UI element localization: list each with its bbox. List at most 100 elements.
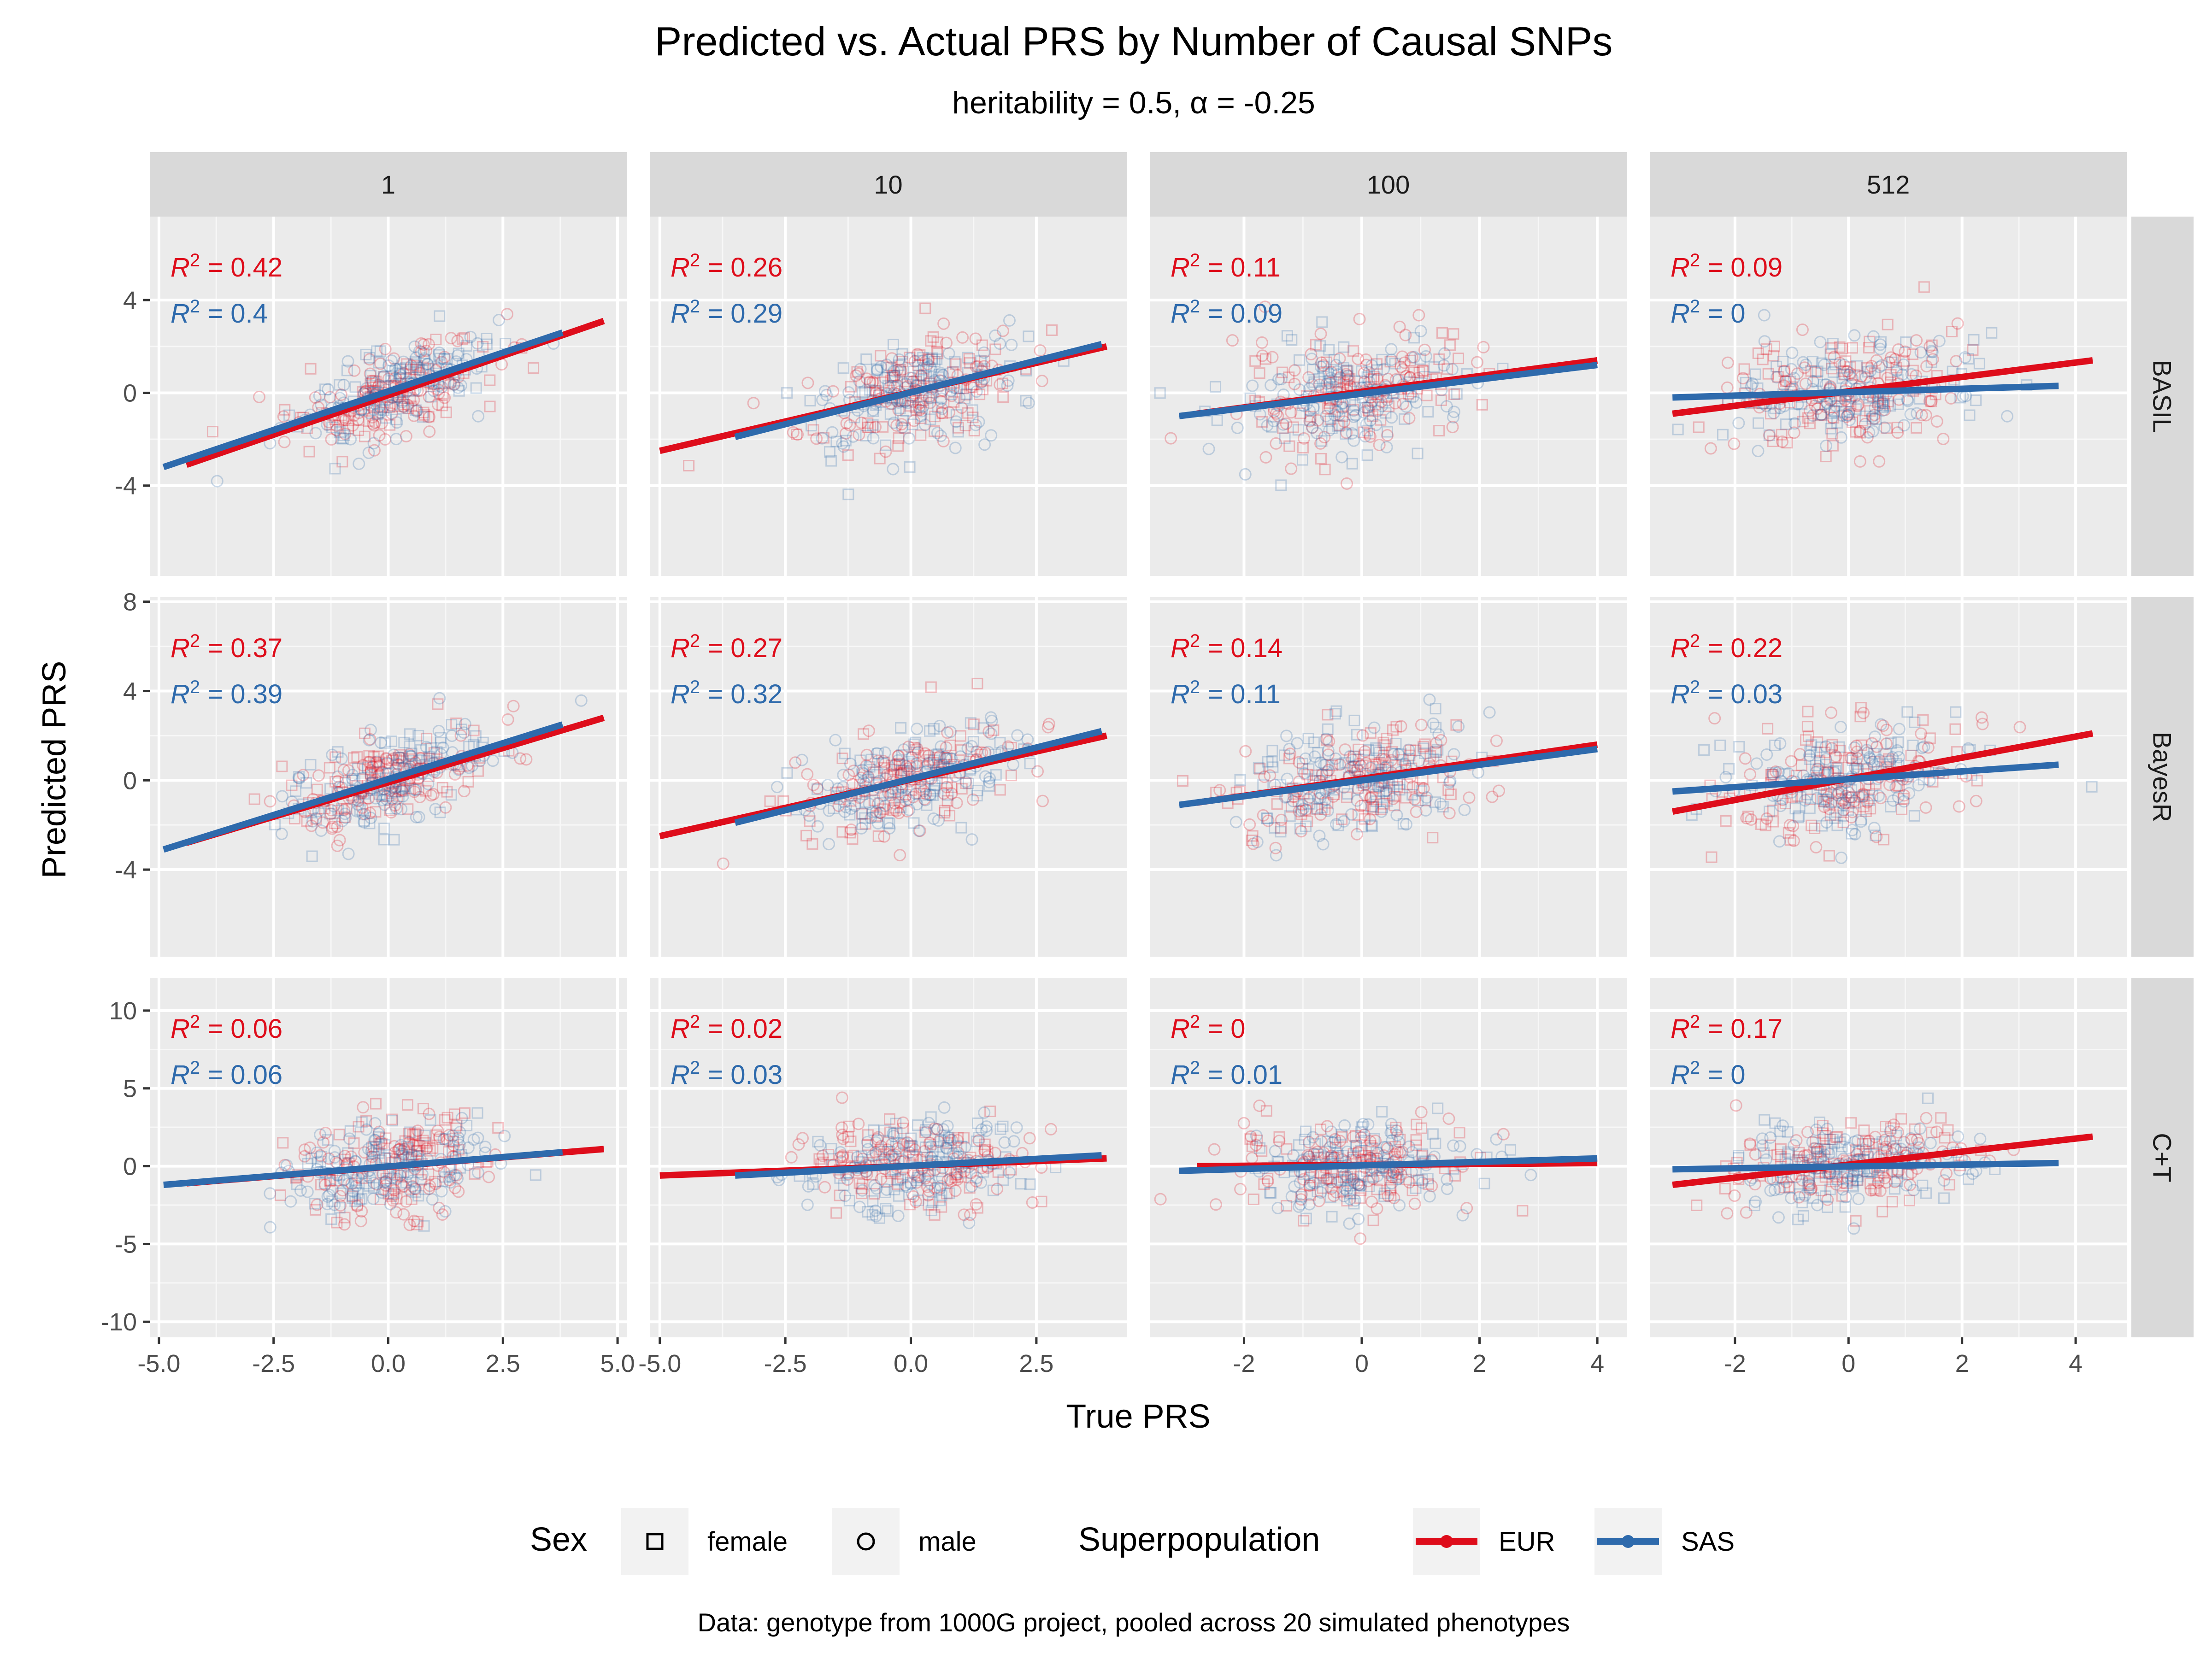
point-female — [910, 404, 922, 416]
point-female — [958, 1132, 970, 1144]
point-male — [431, 1124, 444, 1137]
point-male — [376, 794, 389, 806]
point-female — [1760, 343, 1772, 355]
point-female — [1363, 1180, 1375, 1192]
point-female — [1279, 432, 1291, 444]
point-male — [1803, 404, 1816, 417]
point-male — [317, 816, 329, 829]
point-male — [395, 783, 408, 796]
point-female — [1900, 336, 1912, 348]
point-female — [1418, 365, 1430, 377]
point-male — [883, 822, 896, 835]
point-female — [450, 718, 462, 729]
point-male — [355, 1205, 368, 1218]
point-female — [886, 759, 898, 771]
point-male — [498, 1130, 511, 1142]
point-female — [1827, 338, 1839, 350]
point-female — [888, 802, 900, 814]
point-female — [1749, 368, 1761, 380]
point-female — [807, 424, 819, 436]
point-female — [854, 754, 866, 766]
point-male — [363, 756, 376, 769]
point-female — [921, 799, 933, 811]
point-female — [896, 749, 908, 761]
point-female — [1397, 754, 1409, 766]
point-male — [406, 1174, 419, 1187]
point-male — [940, 751, 953, 764]
point-male — [1976, 718, 1989, 730]
point-male — [994, 378, 1006, 391]
point-male — [275, 827, 288, 840]
point-female — [429, 1176, 441, 1188]
point-male — [1308, 750, 1321, 763]
point-female — [1324, 375, 1335, 387]
point-female — [1336, 813, 1348, 825]
point-male — [1869, 1130, 1882, 1143]
point-female — [1322, 1135, 1334, 1147]
point-female — [1843, 797, 1855, 809]
point-male — [364, 1171, 377, 1184]
point-male — [395, 803, 408, 816]
point-female — [387, 1115, 399, 1127]
point-female — [1907, 365, 1919, 377]
point-female — [1430, 746, 1442, 758]
point-female — [1801, 721, 1813, 733]
point-female — [1338, 377, 1350, 389]
point-female — [919, 1126, 931, 1138]
point-female — [818, 432, 830, 444]
point-male — [1364, 1135, 1377, 1148]
point-female — [968, 425, 980, 437]
point-female — [1838, 368, 1850, 380]
point-female — [434, 806, 446, 818]
facet-strip-row-label: C+T — [2148, 1133, 2177, 1182]
point-male — [1913, 1122, 1926, 1135]
point-female — [1850, 426, 1862, 438]
point-male — [1869, 730, 1882, 743]
point-male — [933, 719, 946, 732]
point-male — [394, 1139, 407, 1152]
point-female — [1307, 364, 1319, 376]
point-female — [928, 754, 940, 766]
point-male — [870, 1210, 882, 1223]
r2-annotation-sas: R2 = 0.11 — [1171, 677, 1281, 709]
point-female — [1322, 709, 1334, 721]
point-male — [1312, 1194, 1325, 1207]
point-male — [384, 1198, 397, 1211]
point-female — [871, 363, 882, 375]
point-female — [1826, 739, 1838, 751]
point-female — [894, 759, 906, 771]
point-male — [1231, 421, 1244, 434]
point-male — [1377, 363, 1390, 376]
point-male — [1354, 759, 1367, 772]
point-male — [932, 1135, 945, 1148]
point-female — [901, 378, 913, 390]
point-male — [1780, 1176, 1793, 1188]
point-male — [1322, 748, 1335, 761]
point-female — [1368, 1133, 1380, 1145]
point-male — [888, 381, 901, 394]
point-male — [1708, 712, 1721, 725]
point-female — [905, 1140, 917, 1152]
point-female — [1888, 1183, 1900, 1195]
point-male — [1804, 1183, 1817, 1196]
point-male — [943, 406, 956, 419]
point-male — [900, 1180, 913, 1193]
point-male — [1410, 396, 1423, 409]
point-male — [1314, 1186, 1327, 1199]
point-male — [1848, 794, 1861, 807]
point-female — [423, 1168, 435, 1180]
point-female — [1266, 745, 1278, 757]
point-female — [1829, 359, 1841, 371]
point-female — [856, 818, 868, 830]
point-female — [437, 388, 449, 400]
point-male — [961, 742, 974, 755]
point-female — [891, 1127, 903, 1139]
point-male — [1364, 812, 1377, 825]
point-female — [1755, 818, 1767, 830]
point-female — [424, 1114, 436, 1126]
point-male — [1477, 341, 1490, 353]
point-female — [417, 1135, 429, 1147]
point-male — [1331, 405, 1344, 418]
point-female — [1891, 779, 1903, 791]
point-male — [1314, 437, 1327, 450]
